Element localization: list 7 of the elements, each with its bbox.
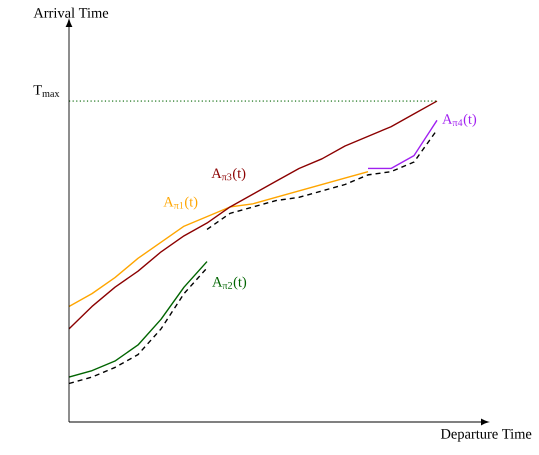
series-label: A$_{π1}$(t) bbox=[163, 196, 198, 210]
text: Arrival Time bbox=[33, 8, 108, 18]
series-label: A$_{π2}$(t) bbox=[212, 276, 246, 290]
series-label: A$_{π4}$(t) bbox=[442, 114, 476, 127]
x-axis-title: Departure Time bbox=[440, 429, 532, 442]
ref-line-label: T$_{max}$ bbox=[34, 85, 60, 97]
series-label: A$_{π3}$(t) bbox=[211, 168, 246, 182]
